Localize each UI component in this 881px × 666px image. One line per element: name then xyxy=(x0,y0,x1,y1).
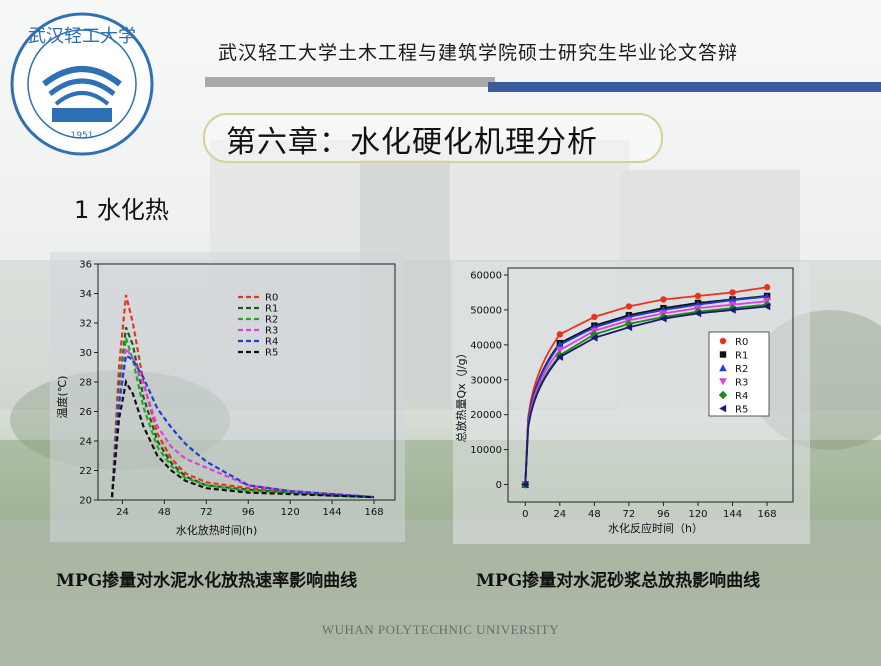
left-legend-label-r1: R1 xyxy=(265,304,278,315)
svg-text:1951: 1951 xyxy=(71,131,94,141)
right-legend-marker-r3 xyxy=(719,378,727,386)
left-series-line-r4 xyxy=(110,353,375,499)
right-series-point-r5 xyxy=(625,323,633,332)
left-series-line-r1 xyxy=(110,327,375,499)
right-series-point-r5 xyxy=(763,302,771,311)
right-chart-y-tick-label: 20000 xyxy=(470,410,502,421)
left-chart-x-tick-label: 144 xyxy=(323,507,342,518)
left-legend-label-r5: R5 xyxy=(265,348,278,359)
right-legend-label-r0: R0 xyxy=(735,337,748,348)
right-chart-x-tick-label: 144 xyxy=(723,509,742,520)
left-chart-y-tick-label: 22 xyxy=(79,466,92,477)
right-chart-y-tick-label: 40000 xyxy=(470,340,502,351)
left-chart-background xyxy=(50,252,405,542)
left-legend-label-r3: R3 xyxy=(265,326,278,337)
left-chart-x-tick-label: 168 xyxy=(364,507,383,518)
heat-rate-chart: 24 48 72 96 120 144 168 20 22 24 26 28 30 32 34 36 水化放热时… xyxy=(55,260,396,537)
right-series-point-r5 xyxy=(694,309,702,318)
right-legend-marker-r4 xyxy=(718,390,728,400)
left-series-line-r5 xyxy=(110,378,375,499)
left-legend-label-r0: R0 xyxy=(265,293,278,304)
right-legend-label-r4: R4 xyxy=(735,391,748,402)
right-legend-box xyxy=(708,331,770,417)
right-legend-marker-r0 xyxy=(719,337,727,345)
svg-text:武汉轻工大学: 武汉轻工大学 xyxy=(28,26,136,47)
section-title: 1 水化热 xyxy=(74,196,169,224)
right-chart-y-axis-title: 总放热量Qx（J/g） xyxy=(454,347,468,442)
left-chart-y-tick-label: 26 xyxy=(79,407,92,418)
footer-university-name: WUHAN POLYTECHNIC UNIVERSITY xyxy=(321,622,560,637)
total-heat-chart: 0 24 48 72 96 120 144 168 0 10000 20000 30000 40000 5… xyxy=(454,267,794,535)
left-chart-caption: MPG掺量对水泥水化放热速率影响曲线 xyxy=(56,571,358,591)
left-series-line-r2 xyxy=(110,337,375,499)
right-series-point-r0 xyxy=(660,296,667,303)
university-title: 武汉轻工大学土木工程与建筑学院硕士研究生毕业论文答辩 xyxy=(218,42,739,64)
right-series-point-r5 xyxy=(590,334,598,342)
left-chart-y-tick-label: 34 xyxy=(79,289,92,300)
header-divider-gray xyxy=(205,77,495,87)
left-chart-y-axis-title: 温度(℃) xyxy=(55,376,69,419)
right-series-line-r2 xyxy=(524,295,768,485)
header-divider-blue xyxy=(488,82,881,92)
left-chart-y-tick-label: 36 xyxy=(79,260,92,271)
right-series-point-r0 xyxy=(591,313,598,321)
left-chart-x-tick-label: 24 xyxy=(116,507,129,518)
right-series-line-r4 xyxy=(524,303,768,485)
left-chart-y-tick-label: 30 xyxy=(79,348,92,359)
right-chart-x-tick-label: 72 xyxy=(623,509,636,520)
right-chart-y-tick-label: 0 xyxy=(496,480,502,491)
left-chart-x-tick-label: 96 xyxy=(242,507,255,518)
right-series-point-r5 xyxy=(521,480,529,489)
right-chart-caption: MPG掺量对水泥砂浆总放热影响曲线 xyxy=(476,571,761,591)
left-chart-y-tick-label: 20 xyxy=(79,496,92,507)
right-series-line-r5 xyxy=(524,305,768,485)
left-legend-label-r2: R2 xyxy=(265,315,278,326)
right-legend-label-r5: R5 xyxy=(735,405,748,416)
right-chart-x-tick-label: 168 xyxy=(758,509,777,520)
right-series-point-r0 xyxy=(729,289,736,296)
right-chart-x-axis-title: 水化反应时间（h） xyxy=(608,521,703,535)
chapter-title-frame xyxy=(203,113,663,163)
left-chart-x-tick-label: 72 xyxy=(200,507,213,518)
chapter-title: 第六章：水化硬化机理分析 xyxy=(226,125,598,160)
right-chart-y-tick-label: 60000 xyxy=(470,270,502,281)
right-chart-x-tick-label: 0 xyxy=(522,509,528,520)
right-chart-y-tick-label: 10000 xyxy=(470,445,502,456)
left-chart-x-tick-label: 120 xyxy=(281,507,300,518)
left-series-line-r0 xyxy=(110,294,375,499)
right-series-point-r2 xyxy=(556,341,564,349)
right-legend-label-r1: R1 xyxy=(735,351,748,362)
right-series-point-r0 xyxy=(625,303,633,310)
right-series-point-r5 xyxy=(728,306,736,314)
left-chart-y-tick-label: 32 xyxy=(79,319,92,330)
right-legend-label-r3: R3 xyxy=(735,378,748,389)
left-chart-x-tick-label: 48 xyxy=(158,507,171,518)
right-series-line-r3 xyxy=(524,300,768,485)
left-chart-x-axis-title: 水化放热时间(h) xyxy=(176,523,258,537)
right-series-point-r0 xyxy=(763,284,771,291)
right-chart-x-tick-label: 24 xyxy=(553,509,566,520)
right-chart-y-tick-label: 50000 xyxy=(470,305,502,316)
right-chart-x-tick-label: 48 xyxy=(588,509,601,520)
right-chart-x-tick-label: 120 xyxy=(688,509,707,520)
left-chart-y-tick-label: 24 xyxy=(79,437,92,448)
left-series-line-r3 xyxy=(110,345,375,499)
right-series-point-r5 xyxy=(556,353,564,361)
right-chart-x-tick-label: 96 xyxy=(657,509,670,520)
right-legend-label-r2: R2 xyxy=(735,364,748,375)
right-legend-marker-r1 xyxy=(719,351,727,358)
right-legend-marker-r5 xyxy=(719,404,727,413)
right-chart-y-tick-label: 30000 xyxy=(470,375,502,386)
right-series-point-r0 xyxy=(556,331,564,338)
university-logo: 1951 武汉轻工大学 xyxy=(10,12,154,156)
left-legend-label-r4: R4 xyxy=(265,337,278,348)
right-legend-marker-r2 xyxy=(719,364,727,372)
left-chart-y-tick-label: 28 xyxy=(79,378,92,389)
right-series-point-r3 xyxy=(556,346,564,354)
right-series-point-r0 xyxy=(694,292,702,300)
right-series-line-r0 xyxy=(524,286,768,485)
right-chart-plot-frame xyxy=(507,267,794,503)
right-series-point-r5 xyxy=(659,314,667,323)
